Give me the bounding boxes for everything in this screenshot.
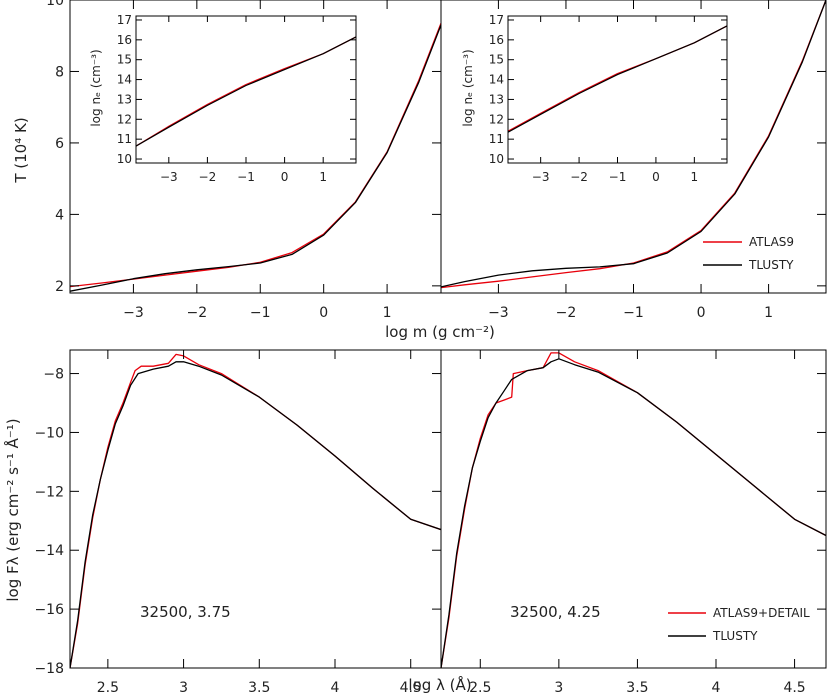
top-right-inset-series-tlusty bbox=[508, 25, 727, 133]
top-left-inset-series-tlusty bbox=[136, 36, 356, 147]
top-right-inset-bg bbox=[508, 16, 727, 163]
top-right-xtick-label: −1 bbox=[623, 305, 644, 321]
legend-top-atlas-label: ATLAS9 bbox=[749, 235, 794, 249]
bottom-left-series-tlusty bbox=[70, 361, 441, 668]
top-right-inset-ytick-label: 15 bbox=[489, 53, 504, 67]
bottom-left-ytick-label: −10 bbox=[34, 425, 64, 441]
bottom-right-series-tlusty bbox=[441, 358, 826, 668]
inset-right-y-title: log nₑ (cm⁻³) bbox=[461, 49, 475, 126]
top-right-inset-ytick-label: 17 bbox=[489, 13, 504, 27]
bottom-x-axis-title: log λ (Å) bbox=[408, 675, 471, 694]
legend-top-tlusty-label: TLUSTY bbox=[748, 258, 794, 272]
top-left-xtick-label: 0 bbox=[319, 305, 328, 321]
top-left-inset-xtick-label: 0 bbox=[281, 170, 289, 184]
top-left-inset-ytick-label: 14 bbox=[117, 73, 132, 87]
bottom-left-ytick-label: −18 bbox=[34, 661, 64, 677]
bottom-left-series-atlas9-detail bbox=[70, 353, 441, 668]
bottom-left-xtick-label: 4 bbox=[331, 680, 340, 696]
top-left-inset-xtick-label: −2 bbox=[199, 170, 217, 184]
top-left-xtick-label: 1 bbox=[383, 305, 392, 321]
top-right-inset-xtick-label: −3 bbox=[532, 170, 550, 184]
top-left-inset-ytick-label: 15 bbox=[117, 53, 132, 67]
top-right-series-tlusty bbox=[441, 0, 826, 288]
top-left-ytick-label: 4 bbox=[55, 207, 64, 223]
top-left-inset-xtick-label: −1 bbox=[237, 170, 255, 184]
bottom-left-ytick-label: −14 bbox=[34, 543, 64, 559]
legend-bottom-tlusty-label: TLUSTY bbox=[712, 629, 758, 643]
annotation-left-model: 32500, 3.75 bbox=[140, 603, 231, 621]
top-left-inset-bg bbox=[136, 16, 356, 163]
top-right-inset-ytick-label: 12 bbox=[489, 112, 504, 126]
legend-bottom-atlas-label: ATLAS9+DETAIL bbox=[713, 606, 810, 620]
top-left-inset-ytick-label: 13 bbox=[117, 92, 132, 106]
bottom-right-series-atlas9-detail bbox=[441, 352, 826, 668]
top-left-xtick-label: −2 bbox=[187, 305, 208, 321]
bottom-left-ytick-label: −16 bbox=[34, 602, 64, 618]
top-right-xtick-label: −2 bbox=[556, 305, 577, 321]
bottom-right-xtick-label: 3 bbox=[554, 680, 563, 696]
top-right-inset-xtick-label: −1 bbox=[609, 170, 627, 184]
top-right-inset-ytick-label: 16 bbox=[489, 33, 504, 47]
bottom-right-xtick-label: 3.5 bbox=[626, 680, 648, 696]
bottom-right-xtick-label: 4.5 bbox=[783, 680, 805, 696]
top-left-series-tlusty bbox=[70, 24, 441, 292]
top-left-inset-ytick-label: 17 bbox=[117, 13, 132, 27]
data-layer bbox=[70, 0, 826, 668]
top-right-inset-xtick-label: 0 bbox=[652, 170, 660, 184]
bottom-left-xtick-label: 2.5 bbox=[97, 680, 119, 696]
bottom-right-xtick-label: 2.5 bbox=[469, 680, 491, 696]
top-left-ytick-label: 2 bbox=[55, 279, 64, 295]
top-left-inset-ytick-label: 10 bbox=[117, 152, 132, 166]
top-y-axis-title: T (10⁴ K) bbox=[12, 117, 30, 183]
bottom-y-axis-title: log Fλ (erg cm⁻² s⁻¹ Å⁻¹) bbox=[3, 418, 22, 601]
top-left-ytick-label: 6 bbox=[55, 136, 64, 152]
bottom-left-ytick-label: −8 bbox=[43, 367, 64, 383]
top-right-inset-ytick-label: 10 bbox=[489, 152, 504, 166]
top-left-xtick-label: −1 bbox=[250, 305, 271, 321]
top-right-inset-xtick-label: −2 bbox=[570, 170, 588, 184]
bottom-right-xtick-label: 4 bbox=[712, 680, 721, 696]
top-left-ytick-label: 10 bbox=[46, 0, 64, 9]
bottom-left-xtick-label: 4.5 bbox=[400, 680, 422, 696]
top-left-inset-ytick-label: 12 bbox=[117, 112, 132, 126]
bottom-left-xtick-label: 3 bbox=[179, 680, 188, 696]
top-left-inset-ytick-label: 16 bbox=[117, 33, 132, 47]
top-right-xtick-label: 1 bbox=[764, 305, 773, 321]
annotation-right-model: 32500, 4.25 bbox=[510, 603, 601, 621]
top-left-inset-xtick-label: 1 bbox=[319, 170, 327, 184]
top-right-inset-xtick-label: 1 bbox=[691, 170, 699, 184]
top-left-ytick-label: 8 bbox=[55, 64, 64, 80]
top-left-xtick-label: −3 bbox=[123, 305, 144, 321]
top-left-inset-ytick-label: 11 bbox=[117, 132, 132, 146]
top-left-inset-xtick-label: −3 bbox=[160, 170, 178, 184]
inset-left-y-title: log nₑ (cm⁻³) bbox=[89, 49, 103, 126]
top-right-xtick-label: −3 bbox=[488, 305, 509, 321]
bottom-left-xtick-label: 3.5 bbox=[248, 680, 270, 696]
bottom-right-frame bbox=[440, 349, 827, 669]
top-right-xtick-label: 0 bbox=[697, 305, 706, 321]
top-right-inset-ytick-label: 11 bbox=[489, 132, 504, 146]
top-right-inset-ytick-label: 14 bbox=[489, 73, 504, 87]
bottom-left-ytick-label: −12 bbox=[34, 484, 64, 500]
top-x-axis-title: log m (g cm⁻²) bbox=[385, 323, 495, 341]
top-right-inset-ytick-label: 13 bbox=[489, 92, 504, 106]
